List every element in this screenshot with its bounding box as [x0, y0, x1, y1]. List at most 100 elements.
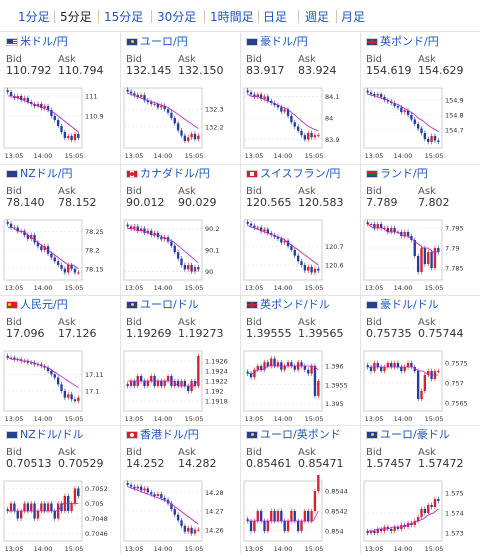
- currency-pair-link[interactable]: 豪ドル/円: [260, 35, 308, 48]
- flag-icon: [246, 38, 258, 46]
- currency-pair-link[interactable]: ユーロ/英ポンド: [260, 428, 341, 441]
- panel-title[interactable]: 米ドル/円: [6, 35, 68, 49]
- panel-title[interactable]: ユーロ/豪ドル: [366, 428, 450, 442]
- currency-pair-link[interactable]: NZドル/円: [20, 167, 73, 180]
- x-tick-label: 15:05: [65, 152, 84, 160]
- panel-title[interactable]: ユーロ/英ポンド: [246, 428, 341, 442]
- tab-3[interactable]: 15分足: [104, 10, 144, 24]
- candle-body: [170, 112, 173, 118]
- tab-separator: [258, 10, 259, 23]
- tab-1[interactable]: 1分足: [18, 10, 50, 24]
- currency-pair-link[interactable]: 人民元/円: [20, 298, 68, 311]
- candle-body: [63, 132, 67, 138]
- candle-body: [197, 356, 200, 386]
- ask-label: Ask: [418, 447, 436, 458]
- currency-pair-link[interactable]: ユーロ/豪ドル: [380, 428, 450, 441]
- candle-body: [16, 359, 19, 361]
- price-chart[interactable]: 17.11 17.1 13:05 14:00 15:05: [0, 345, 120, 427]
- ask-value: 0.85471: [298, 457, 344, 470]
- candle-body: [249, 521, 253, 531]
- currency-pair-link[interactable]: 米ドル/円: [20, 35, 68, 48]
- price-chart[interactable]: 78.25 78.2 78.15 13:05 14:00 15:05: [0, 214, 120, 296]
- candle-body: [390, 529, 393, 531]
- price-chart[interactable]: 14.28 14.27 14.26 13:05 14:00 15:05: [120, 475, 240, 557]
- y-tick-label: 1.395: [325, 400, 344, 408]
- price-chart[interactable]: 1.396 1.3955 1.395 13:05 14:00 15:05: [240, 345, 360, 427]
- currency-panel: ユーロ/豪ドル Bid 1.57457 Ask 1.57472 1.575 1.574 1.5…: [360, 425, 480, 557]
- price-chart[interactable]: 0.7575 0.757 0.7565 13:05 14:00 15:05: [360, 345, 480, 427]
- candle-body: [56, 377, 60, 385]
- panel-title[interactable]: NZドル/円: [6, 167, 72, 181]
- panel-title[interactable]: 豪ドル/ドル: [366, 298, 439, 312]
- currency-pair-link[interactable]: 英ポンド/ドル: [260, 298, 330, 311]
- moving-average-line: [127, 380, 199, 387]
- panel-title[interactable]: ランド/円: [366, 167, 428, 181]
- currency-pair-link[interactable]: スイスフラン/円: [260, 167, 341, 180]
- price-chart[interactable]: 0.7052 0.705 0.7048 0.7046 13:05 14:00 15:05: [0, 475, 120, 557]
- price-chart[interactable]: 120.7 120.6 13:05 14:00 15:05: [240, 214, 360, 296]
- currency-pair-link[interactable]: カナダドル/円: [140, 167, 210, 180]
- price-chart[interactable]: 0.8544 0.8542 0.854 13:05 14:00 15:05: [240, 475, 360, 557]
- y-tick-label: 1.1922: [205, 378, 228, 386]
- price-chart[interactable]: 111 110.9 13:05 14:00 15:05: [0, 82, 120, 164]
- currency-pair-link[interactable]: 香港ドル/円: [140, 428, 199, 441]
- price-chart[interactable]: 1.575 1.574 1.573 13:05 14:00 15:05: [360, 475, 480, 557]
- tab-2[interactable]: 5分足: [60, 10, 92, 24]
- panel-title[interactable]: NZドル/ドル: [6, 428, 83, 442]
- candle-body: [290, 246, 293, 250]
- panel-title[interactable]: 英ポンド/ドル: [246, 298, 330, 312]
- panel-title[interactable]: 人民元/円: [6, 298, 68, 312]
- currency-pair-link[interactable]: ユーロ/ドル: [140, 298, 199, 311]
- bid-label: Bid: [126, 54, 142, 65]
- moving-average-line: [127, 486, 199, 525]
- tab-6[interactable]: 日足: [263, 10, 288, 24]
- price-chart[interactable]: 84.1 84 83.9 13:05 14:00 15:05: [240, 82, 360, 164]
- candle-body: [139, 95, 143, 97]
- currency-pair-link[interactable]: ランド/円: [380, 167, 428, 180]
- grid-divider: [360, 32, 361, 554]
- currency-pair-link[interactable]: 英ポンド/円: [380, 35, 439, 48]
- candle-body: [266, 362, 270, 366]
- y-tick-label: 0.705: [85, 500, 104, 508]
- ask-label: Ask: [298, 447, 316, 458]
- tab-4[interactable]: 30分足: [157, 10, 197, 24]
- panel-title[interactable]: スイスフラン/円: [246, 167, 340, 181]
- candle-body: [133, 381, 136, 386]
- tab-8[interactable]: 月足: [341, 10, 366, 24]
- price-chart[interactable]: 154.9 154.8 154.7 13:05 14:00 15:05: [360, 82, 480, 164]
- panel-title[interactable]: ユーロ/円: [126, 35, 188, 49]
- candle-body: [413, 240, 416, 256]
- panel-title[interactable]: 豪ドル/円: [246, 35, 308, 49]
- flag-icon: [126, 431, 138, 439]
- panel-title[interactable]: 英ポンド/円: [366, 35, 439, 49]
- candle-body: [313, 366, 317, 396]
- price-chart[interactable]: 1.1926 1.1924 1.1922 1.192 1.1918 13:05 14:00 1…: [120, 345, 240, 427]
- candle-body: [126, 384, 129, 386]
- candle-body: [190, 527, 193, 534]
- candle-body: [187, 265, 190, 270]
- panel-title[interactable]: カナダドル/円: [126, 167, 210, 181]
- currency-pair-link[interactable]: 豪ドル/ドル: [380, 298, 439, 311]
- tab-5[interactable]: 1時間足: [210, 10, 254, 24]
- candle-body: [400, 232, 403, 236]
- currency-pair-link[interactable]: NZドル/ドル: [20, 428, 84, 441]
- candle-body: [133, 486, 136, 489]
- y-tick-label: 1.574: [445, 510, 464, 518]
- y-tick-label: 84.1: [325, 93, 339, 101]
- candle-body: [290, 362, 293, 366]
- currency-pair-link[interactable]: ユーロ/円: [140, 35, 188, 48]
- moving-average-line: [7, 95, 79, 133]
- candle-body: [193, 529, 197, 534]
- price-chart[interactable]: 132.3 132.2 13:05 14:00 15:05: [120, 82, 240, 164]
- price-chart[interactable]: 7.795 7.79 7.785 13:05 14:00 15:05: [360, 214, 480, 296]
- panel-title[interactable]: ユーロ/ドル: [126, 298, 199, 312]
- price-chart[interactable]: 90.2 90.1 90 13:05 14:00 15:05: [120, 214, 240, 296]
- candle-body: [146, 230, 150, 233]
- tab-7[interactable]: 週足: [305, 10, 330, 24]
- x-tick-label: 15:05: [185, 152, 204, 160]
- ask-label: Ask: [418, 317, 436, 328]
- candle-body: [180, 258, 183, 265]
- panel-title[interactable]: 香港ドル/円: [126, 428, 199, 442]
- bid-label: Bid: [366, 447, 382, 458]
- candle-body: [383, 367, 386, 371]
